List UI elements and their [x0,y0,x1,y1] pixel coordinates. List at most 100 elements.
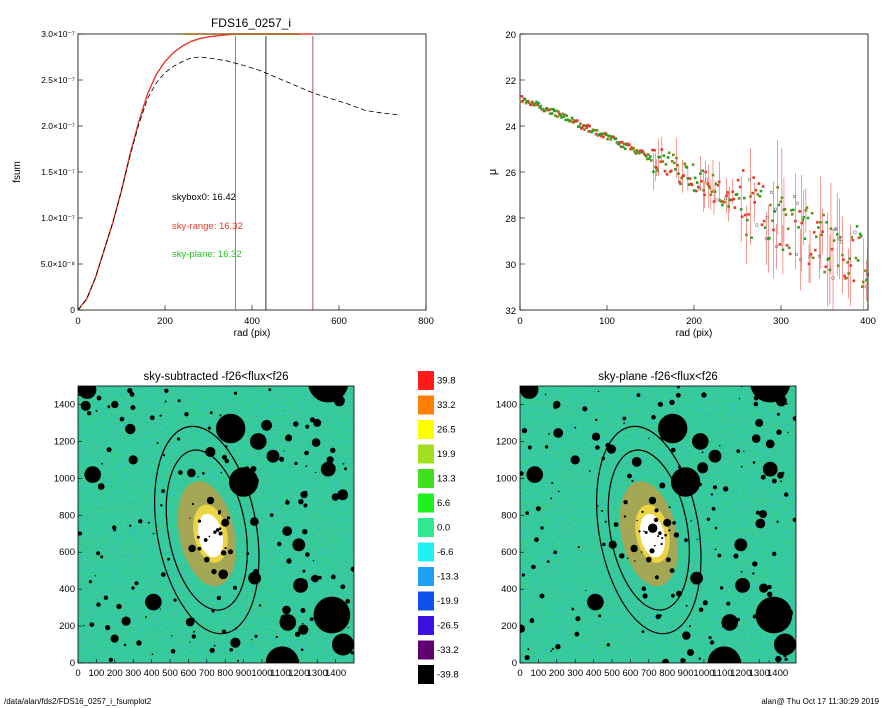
fsum-title: FDS16_0257_i [211,16,291,30]
mask-dot [305,424,310,429]
y-tick-label: 1.0×10⁻⁷ [41,213,75,223]
mu-point [534,102,537,106]
mu-point [605,133,608,136]
mask-dot [298,624,309,635]
fsum-marker [201,33,203,35]
mu-point [536,103,539,107]
mu-point [702,189,705,192]
mask-dot [733,657,736,660]
mask-dot [682,631,691,640]
fsum-marker [265,33,268,35]
mask-dot [78,531,82,536]
mu-point [807,262,811,266]
mask-dot [655,614,661,620]
mu-point [749,195,752,198]
fsum-marker [271,33,274,35]
mask-dot [771,613,773,616]
mask-dot [557,490,560,493]
mu-point [683,162,687,166]
x-tick-label: 800 [217,668,233,679]
mu-point [555,109,558,113]
mask-dot [673,532,680,538]
mu-point [789,209,793,212]
mask-circle [735,578,750,593]
mask-dot [147,521,150,524]
mask-dot [575,616,581,622]
mask-dot [759,583,769,593]
mask-dot [649,548,655,554]
mu-open-point [705,178,709,182]
mask-dot [216,595,222,601]
mask-dot [151,653,154,655]
mu-point [717,180,721,184]
mu-open-point [853,230,857,234]
mask-dot [342,462,345,465]
colorbar-swatch [418,640,434,660]
mask-dot [221,629,227,634]
mu-point [741,169,745,172]
mu-open-point [774,207,778,211]
mu-point [786,227,790,231]
mask-dot [721,624,725,628]
fsum-marker [210,33,213,35]
core-mask-dot [217,510,222,514]
colorbar-label: 13.3 [437,474,456,485]
mask-dot [741,543,746,548]
mask-circle [707,646,741,663]
mu-point [583,128,586,131]
mu-point [524,101,528,105]
mask-dot [765,439,775,449]
mask-circle [663,518,672,527]
mask-dot [300,491,308,499]
mu-point [759,189,763,193]
mask-dot [784,603,787,606]
fsum-marker [214,33,217,35]
mu-point [686,177,690,180]
fsum-marker [269,33,272,35]
mask-dot [131,586,135,590]
mask-dot [623,515,627,518]
y-tick-label: 1400 [54,399,75,410]
core-mask-dot [661,537,664,540]
mask-dot [171,635,173,637]
mu-point [561,112,564,116]
fsum-marker [222,33,225,35]
colorbar-label: 33.2 [437,400,456,411]
mu-open-point [775,245,779,248]
mask-dot [551,647,555,651]
mask-dot [521,573,526,577]
mask-dot [314,471,317,474]
sky-subtracted-axis-ticks: 0 100 200 300 400 500 600 700 800 900 100011001200… [54,399,346,679]
mask-dot [690,520,692,522]
y-tick-label: 1200 [496,436,517,447]
mu-point [582,124,585,127]
mask-dot [627,473,632,479]
mu-point [711,173,715,177]
mask-dot [784,657,788,661]
x-tick-label: 400 [144,668,160,679]
mu-point [606,137,609,141]
mask-dot [222,454,227,460]
mask-dot [787,431,789,434]
mu-point [618,140,622,144]
mask-dot [205,446,216,458]
mu-point [825,221,829,224]
fsum-marker [224,33,227,35]
mu-point [787,246,791,250]
y-tick-label: 600 [501,547,517,558]
mask-dot [277,541,282,547]
fsum-marker [220,33,223,35]
mu-point [565,114,569,117]
fsum-marker [283,33,286,35]
mask-dot [248,475,259,487]
mu-point [758,194,762,198]
mask-dot [213,530,217,534]
mask-dot [666,557,671,563]
mask-dot [261,419,272,431]
fsum-axis-ticks: 0 200 400 600 800 0 5.0×10⁻⁸ 1.0×10⁻⁷ 1.5×10⁻⁷ 2.… [41,29,434,327]
mu-point [798,210,801,213]
mu-point [692,189,696,192]
mu-open-point [796,201,799,205]
fsum-marker [261,33,264,35]
mu-point [819,220,822,224]
